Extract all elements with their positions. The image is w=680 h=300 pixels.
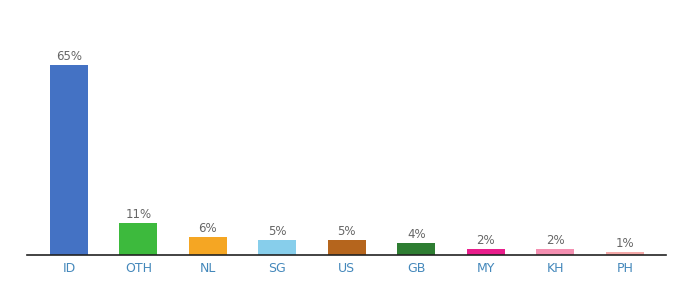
Text: 6%: 6% (199, 222, 217, 235)
Text: 5%: 5% (268, 225, 286, 238)
Text: 11%: 11% (125, 208, 152, 220)
Text: 65%: 65% (56, 50, 82, 63)
Text: 5%: 5% (337, 225, 356, 238)
Bar (258, 240, 296, 255)
Bar (119, 223, 158, 255)
Bar (536, 249, 575, 255)
Text: 4%: 4% (407, 228, 426, 241)
Bar (189, 238, 227, 255)
Bar (50, 65, 88, 255)
Bar (606, 252, 644, 255)
Bar (328, 240, 366, 255)
Text: 2%: 2% (546, 234, 564, 247)
Text: 1%: 1% (615, 237, 634, 250)
Text: 2%: 2% (477, 234, 495, 247)
Bar (466, 249, 505, 255)
Bar (397, 243, 435, 255)
